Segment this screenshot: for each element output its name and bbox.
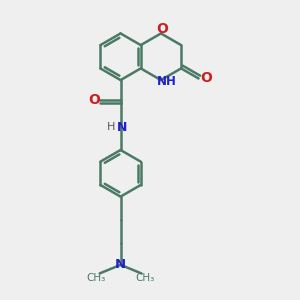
Text: O: O (200, 71, 212, 85)
Text: O: O (157, 22, 169, 36)
Text: O: O (88, 93, 100, 107)
Text: NH: NH (156, 75, 176, 88)
Text: N: N (117, 121, 127, 134)
Text: N: N (115, 258, 126, 271)
Text: CH₃: CH₃ (136, 273, 155, 283)
Text: CH₃: CH₃ (86, 273, 106, 283)
Text: H: H (107, 122, 116, 132)
